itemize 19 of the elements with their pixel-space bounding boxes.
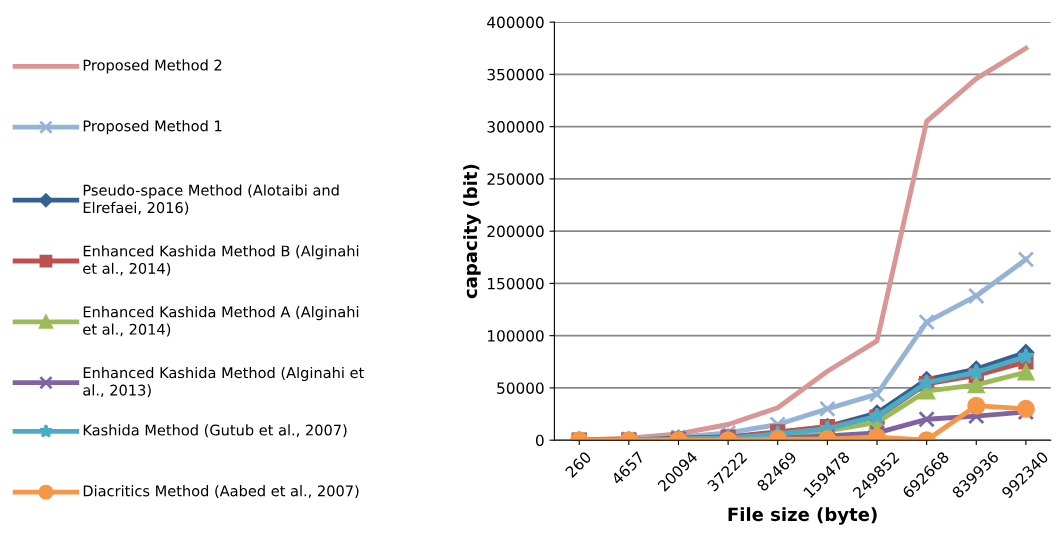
y-tick-label: 100000 — [488, 330, 544, 342]
y-tick-label: 250000 — [487, 173, 544, 185]
y-tick-label: 200000 — [487, 225, 544, 238]
y-axis-title: capacity (bit) — [463, 164, 481, 299]
legend-label: Proposed Method 1 — [83, 120, 222, 135]
legend-label: Proposed Method 2 — [83, 59, 222, 74]
x-axis-title: File size (byte) — [728, 507, 877, 525]
y-tick-label: 350000 — [487, 68, 544, 81]
y-tick-label: 300000 — [487, 121, 544, 133]
legend-label: Enhanced Kashida Method (Alginahi et al., 2013) — [83, 366, 364, 398]
legend-label: Pseudo-space Method (Alotaibi and Elrefaei, 2016) — [83, 184, 339, 215]
y-tick-label: 150000 — [488, 277, 544, 290]
legend-label: Enhanced Kashida Method A (Alginahi et al., 2014) — [83, 306, 359, 337]
y-tick-label: 0 — [535, 434, 544, 447]
y-tick-label: 400000 — [487, 16, 544, 29]
y-tick-label: 50000 — [497, 382, 544, 394]
legend-label: Diacritics Method (Aabed et al., 2007) — [83, 485, 359, 499]
legend-label: Enhanced Kashida Method B (Alginahi et al., 2014) — [83, 245, 359, 276]
legend-label: Kashida Method (Gutub et al., 2007) — [83, 424, 347, 438]
